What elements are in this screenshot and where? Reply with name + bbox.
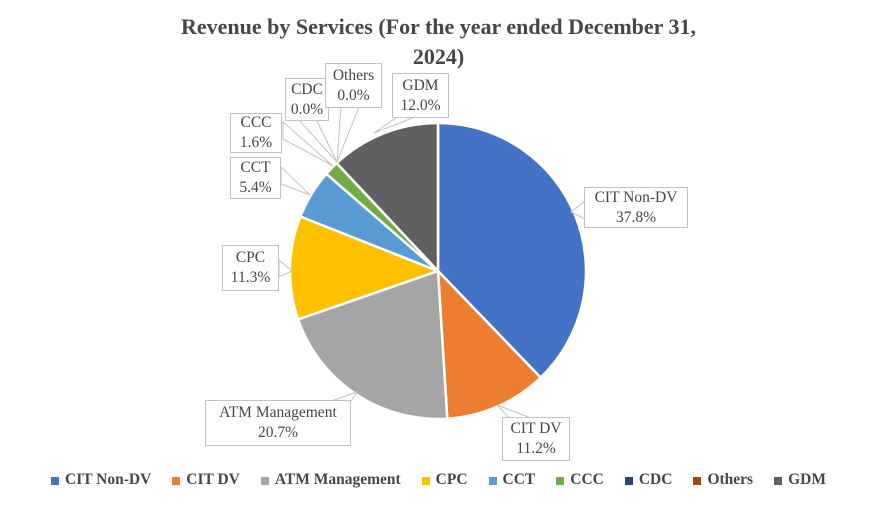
legend-item-cdc: CDC bbox=[624, 471, 673, 489]
legend-swatch-icon bbox=[260, 476, 269, 485]
legend-swatch-icon bbox=[624, 476, 633, 485]
legend-label: GDM bbox=[788, 471, 826, 488]
callout-pointers bbox=[278, 106, 586, 419]
data-label-cit-non-dv: CIT Non-DV 37.8% bbox=[584, 187, 688, 228]
chart-title: Revenue by Services (For the year ended … bbox=[0, 12, 877, 72]
data-label-name: GDM bbox=[402, 76, 439, 94]
callout-pointer bbox=[282, 120, 334, 167]
legend-label: CPC bbox=[435, 471, 468, 488]
data-label-name: CIT DV bbox=[510, 420, 562, 437]
legend-item-cit-non-dv: CIT Non-DV bbox=[51, 471, 151, 489]
data-label-cpc: CPC 11.3% bbox=[222, 245, 279, 291]
legend-swatch-icon bbox=[556, 476, 565, 485]
data-label-name: CCC bbox=[240, 114, 272, 131]
legend-swatch-icon bbox=[421, 476, 430, 485]
legend-swatch-icon bbox=[774, 476, 783, 485]
data-label-name: CCT bbox=[240, 159, 271, 176]
chart-title-line1: Revenue by Services (For the year ended … bbox=[180, 14, 697, 39]
callout-pointer bbox=[278, 258, 293, 278]
legend-item-cpc: CPC bbox=[421, 471, 468, 489]
data-label-cit-dv: CIT DV 11.2% bbox=[502, 417, 570, 461]
data-label-name: CIT Non-DV bbox=[594, 188, 678, 206]
data-label-cct: CCT 5.4% bbox=[230, 157, 281, 199]
legend-item-ccc: CCC bbox=[556, 471, 604, 489]
legend-label: Others bbox=[707, 471, 754, 488]
pie-slices bbox=[288, 121, 588, 421]
data-label-value: 20.7% bbox=[257, 424, 299, 441]
legend-label: CDC bbox=[638, 471, 673, 488]
data-label-name: CDC bbox=[291, 80, 323, 98]
data-label-cdc: CDC 0.0% bbox=[285, 78, 329, 121]
legend-label: CCT bbox=[502, 471, 536, 488]
legend-label: CIT DV bbox=[186, 471, 240, 488]
legend-item-cct: CCT bbox=[488, 471, 536, 489]
data-label-name: CPC bbox=[235, 249, 266, 266]
legend-label: CIT Non-DV bbox=[65, 471, 152, 488]
data-label-value: 0.0% bbox=[337, 86, 370, 104]
pie-slice-gdm bbox=[335, 121, 440, 273]
legend-label: ATM Management bbox=[274, 471, 401, 488]
legend-label: CCC bbox=[570, 471, 604, 488]
data-label-value: 11.2% bbox=[516, 440, 556, 457]
legend-item-others: Others bbox=[693, 471, 753, 489]
legend: CIT Non-DV CIT DV ATM Management CPC CCT… bbox=[0, 471, 877, 489]
legend-swatch-icon bbox=[172, 476, 181, 485]
data-label-atm-management: ATM Management 20.7% bbox=[205, 400, 351, 446]
data-label-name: Others bbox=[332, 66, 375, 84]
data-label-value: 11.3% bbox=[230, 269, 271, 286]
pie-slice-cpc bbox=[288, 215, 440, 321]
chart-title-line2: 2024) bbox=[412, 44, 465, 69]
data-label-name: ATM Management bbox=[219, 404, 337, 421]
data-label-value: 1.6% bbox=[239, 134, 273, 151]
legend-swatch-icon bbox=[693, 476, 702, 485]
data-label-value: 37.8% bbox=[615, 208, 657, 226]
callout-pointer bbox=[280, 165, 311, 196]
pie-slice-cit-non-dv bbox=[436, 121, 588, 379]
legend-item-cit-dv: CIT DV bbox=[172, 471, 240, 489]
legend-item-gdm: GDM bbox=[774, 471, 826, 489]
data-label-gdm: GDM 12.0% bbox=[392, 73, 449, 118]
legend-swatch-icon bbox=[51, 476, 59, 485]
data-label-ccc: CCC 1.6% bbox=[230, 113, 282, 153]
data-label-value: 12.0% bbox=[400, 96, 441, 114]
data-label-others: Others 0.0% bbox=[325, 63, 382, 108]
data-label-value: 5.4% bbox=[239, 179, 272, 196]
data-label-value: 0.0% bbox=[290, 100, 324, 118]
legend-item-atm-management: ATM Management bbox=[260, 471, 401, 489]
legend-swatch-icon bbox=[488, 476, 497, 485]
